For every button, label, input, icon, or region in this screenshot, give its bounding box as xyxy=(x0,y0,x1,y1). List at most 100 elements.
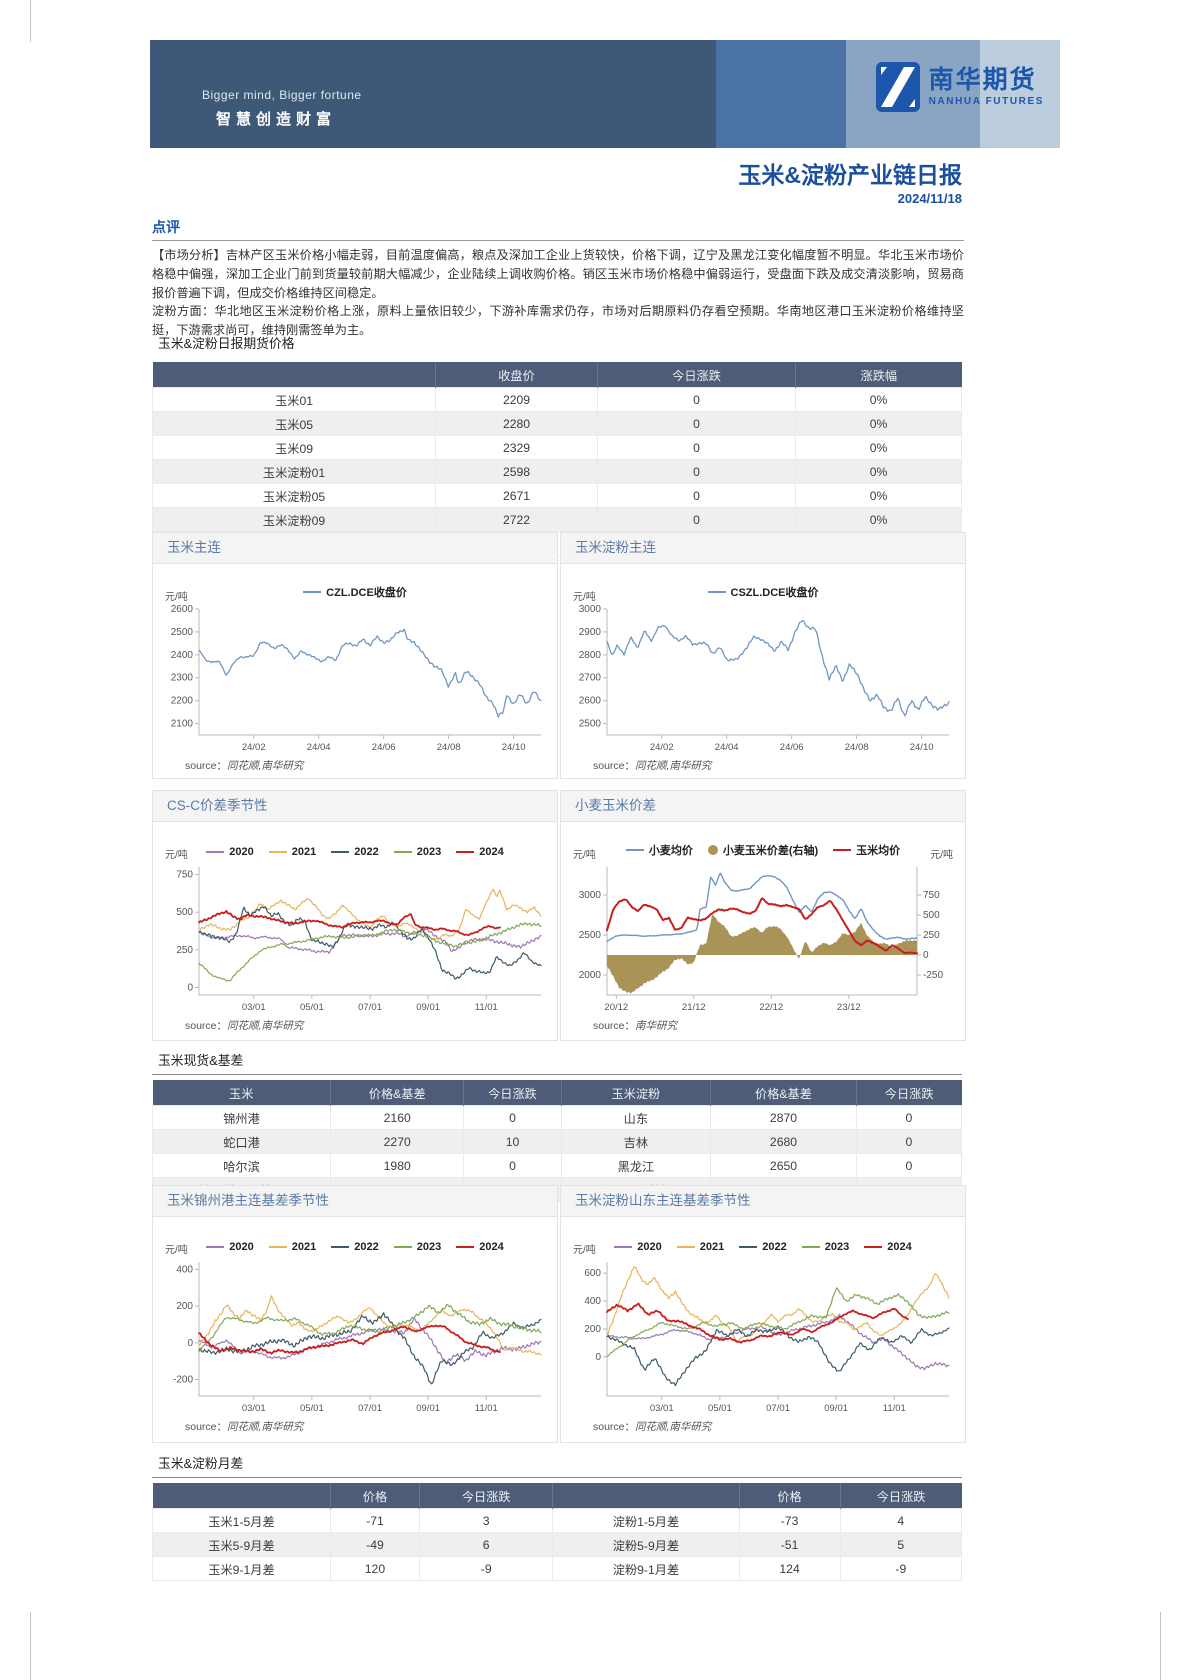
legend-item: 2023 xyxy=(801,1241,849,1253)
svg-text:03/01: 03/01 xyxy=(242,1002,266,1013)
table-row: 玉米淀粉09 2722 0 0% xyxy=(151,507,962,532)
svg-text:250: 250 xyxy=(176,945,193,956)
legend-item: 2022 xyxy=(331,846,379,858)
svg-text:05/01: 05/01 xyxy=(708,1403,732,1414)
legend-swatch xyxy=(614,1246,633,1248)
chart-source: source：同花顺,南华研究 xyxy=(153,753,557,773)
legend-swatch xyxy=(676,1246,695,1248)
svg-text:21/12: 21/12 xyxy=(682,1002,706,1013)
banner-segment xyxy=(980,40,1060,148)
chart-legend: 元/吨 2020 2021 2022 2023 2024 xyxy=(561,1217,965,1256)
table-cell: 10 xyxy=(463,1129,562,1154)
column-header: 价格 xyxy=(330,1483,420,1509)
legend-swatch xyxy=(456,851,475,853)
svg-text:2200: 2200 xyxy=(171,696,194,707)
legend-item: 2023 xyxy=(393,846,441,858)
svg-text:20/12: 20/12 xyxy=(604,1002,628,1013)
table-cell: 0 xyxy=(855,1105,963,1130)
chart-title: CS-C价差季节性 xyxy=(153,791,557,822)
legend-label: 2020 xyxy=(637,1241,662,1253)
legend-swatch xyxy=(393,1246,412,1248)
chart-legend: 元/吨 CSZL.DCE收盘价 xyxy=(561,564,965,603)
legend-label: 2024 xyxy=(479,846,504,858)
svg-text:2500: 2500 xyxy=(579,719,602,730)
column-header: 价格 xyxy=(739,1483,841,1509)
svg-text:0: 0 xyxy=(187,982,193,993)
y-axis-unit: 元/吨 xyxy=(573,592,596,603)
section-title: 玉米&淀粉月差 xyxy=(152,1453,962,1478)
legend-swatch xyxy=(833,849,852,851)
table-cell: -51 xyxy=(738,1532,841,1557)
column-header: 玉米淀粉 xyxy=(561,1080,712,1106)
futures-price-table: 收盘价 今日涨跌 涨跌幅 玉米01 2209 0 0% 玉米05 2280 0 0% 玉米09 2329… xyxy=(151,362,962,556)
table-cell: 玉米9-1月差 xyxy=(152,1556,331,1581)
legend-item: 2024 xyxy=(456,1241,504,1253)
svg-text:0: 0 xyxy=(595,1352,601,1363)
source-label: source： xyxy=(185,1020,228,1032)
legend-item: 2022 xyxy=(739,1241,787,1253)
commentary-paragraph: 淀粉方面：华北地区玉米淀粉价格上涨，原料上量依旧较少，下游补库需求仍存，市场对后… xyxy=(152,304,964,338)
table-cell: 0 xyxy=(596,411,797,436)
y2-axis-unit: 元/吨 xyxy=(930,850,953,861)
table-row: 玉米淀粉05 2671 0 0% xyxy=(151,483,962,508)
source-value: 同花顺,南华研究 xyxy=(227,1421,304,1433)
svg-text:3000: 3000 xyxy=(579,890,602,901)
svg-text:24/04: 24/04 xyxy=(715,742,739,753)
svg-text:250: 250 xyxy=(923,930,940,941)
table-cell: 0 xyxy=(596,507,797,532)
chart-title: 玉米锦州港主连基差季节性 xyxy=(153,1186,557,1217)
table-cell: 锦州港 xyxy=(152,1105,331,1130)
svg-text:09/01: 09/01 xyxy=(416,1002,440,1013)
column-header: 价格&基差 xyxy=(710,1080,857,1106)
chart-plot: 0 250 500 750 03/01 05/01 07/01 09/01 11/01 xyxy=(176,867,542,1013)
table-cell: 淀粉5-9月差 xyxy=(552,1532,740,1557)
table-cell: 0 xyxy=(855,1129,963,1154)
legend-item: 2020 xyxy=(614,1241,662,1253)
legend-item: 2022 xyxy=(331,1241,379,1253)
crop-mark xyxy=(30,0,31,42)
header-banner: Bigger mind, Bigger fortune 智慧创造财富 南华期货 … xyxy=(150,40,1060,148)
legend-swatch xyxy=(739,1246,758,1248)
table-cell: 玉米01 xyxy=(151,387,437,412)
svg-text:24/10: 24/10 xyxy=(502,742,526,753)
svg-text:2300: 2300 xyxy=(171,673,194,684)
table-cell: 2671 xyxy=(435,483,598,508)
y-axis-unit: 元/吨 xyxy=(165,592,188,603)
table-cell: 2209 xyxy=(435,387,598,412)
table-cell: 2598 xyxy=(435,459,598,484)
legend-label: 小麦玉米价差(右轴) xyxy=(722,845,819,857)
table-row: 哈尔滨 1980 0 黑龙江 2650 0 xyxy=(152,1153,963,1178)
svg-text:600: 600 xyxy=(584,1268,601,1279)
svg-text:750: 750 xyxy=(176,870,193,881)
chart-panel-csc-spread: CS-C价差季节性 元/吨 2020 2021 2022 2023 2024 0 250 5… xyxy=(152,790,558,1041)
legend-item: 2023 xyxy=(393,1241,441,1253)
table-cell: -49 xyxy=(329,1532,420,1557)
banner-segment xyxy=(716,40,846,148)
column-header: 今日涨跌 xyxy=(597,362,797,388)
section-title: 玉米现货&基差 xyxy=(152,1050,962,1075)
svg-text:3000: 3000 xyxy=(579,604,602,615)
table-cell: 0% xyxy=(795,387,962,412)
table-row: 玉米淀粉01 2598 0 0% xyxy=(151,459,962,484)
table-cell: 玉米淀粉01 xyxy=(151,459,437,484)
chart-title: 玉米主连 xyxy=(153,533,557,564)
svg-text:24/08: 24/08 xyxy=(845,742,869,753)
legend-label: 小麦均价 xyxy=(648,845,693,857)
spot-basis-table: 玉米 价格&基差 今日涨跌 玉米淀粉 价格&基差 今日涨跌 锦州港 2160 0 山东 2870 0 蛇… xyxy=(152,1080,963,1202)
svg-text:2100: 2100 xyxy=(171,719,194,730)
legend-label: 2022 xyxy=(354,1241,379,1253)
table-cell: 玉米09 xyxy=(151,435,437,460)
section-title: 玉米&淀粉日报期货价格 xyxy=(158,336,295,351)
table-cell: -9 xyxy=(418,1556,554,1581)
chart-title: 玉米淀粉山东主连基差季节性 xyxy=(561,1186,965,1217)
svg-text:05/01: 05/01 xyxy=(300,1403,324,1414)
table-cell: 玉米淀粉05 xyxy=(151,483,437,508)
chart-source: source：同花顺,南华研究 xyxy=(561,753,965,773)
futures-price-section: 玉米&淀粉日报期货价格 收盘价 今日涨跌 涨跌幅 玉米01 2209 0 0% 玉米05 228… xyxy=(151,333,962,556)
legend-swatch xyxy=(303,591,322,593)
table-row: 玉米01 2209 0 0% xyxy=(151,387,962,412)
table-cell: 2722 xyxy=(435,507,598,532)
svg-text:07/01: 07/01 xyxy=(358,1002,382,1013)
svg-text:2500: 2500 xyxy=(171,627,194,638)
